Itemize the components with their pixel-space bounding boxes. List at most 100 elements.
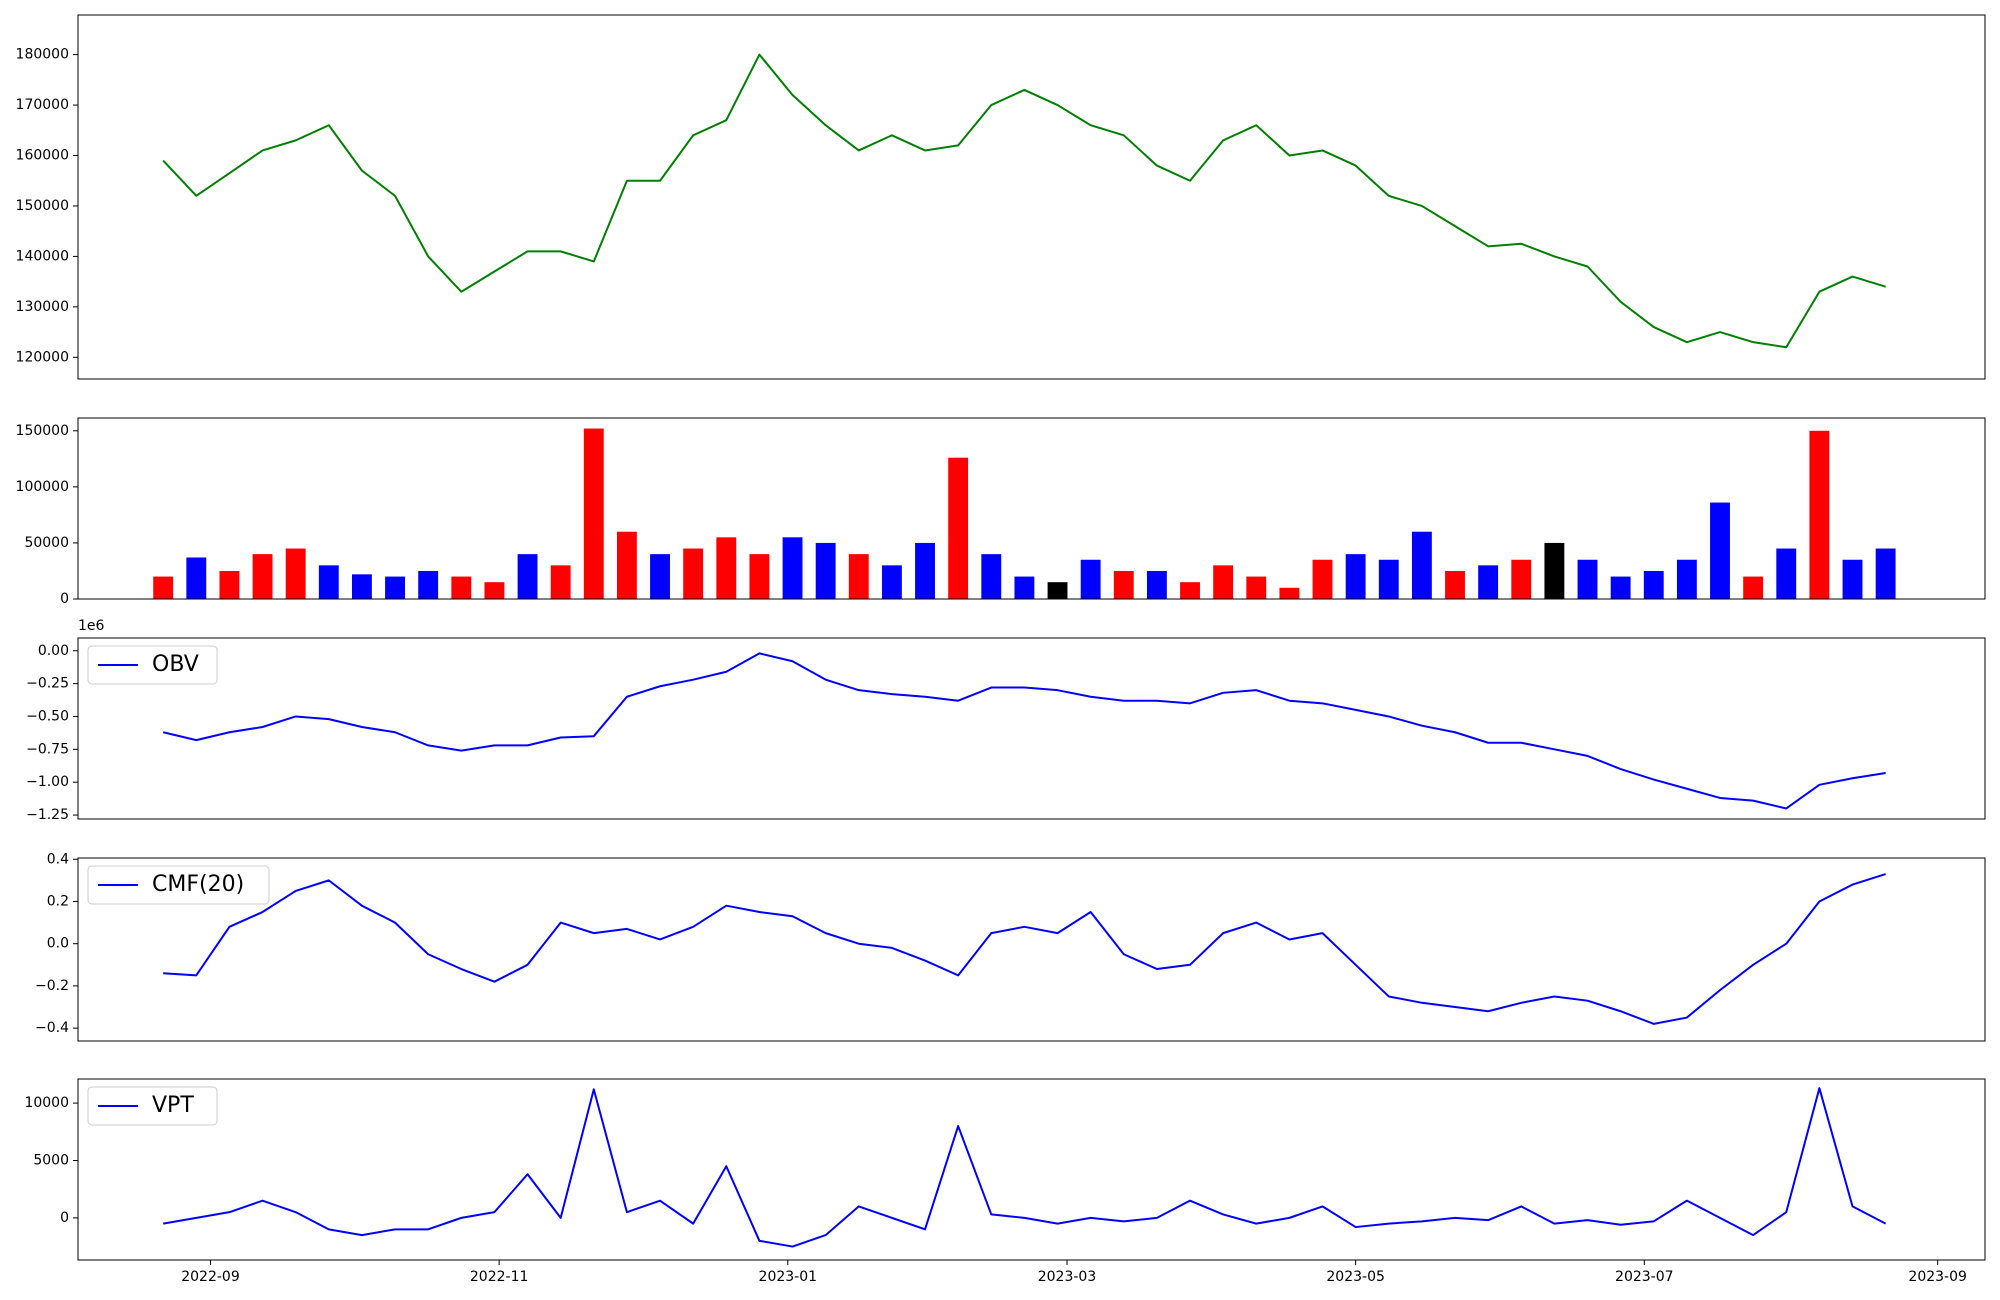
y-tick-label: 140000: [16, 248, 69, 264]
bar: [1544, 542, 1565, 599]
bar: [1743, 576, 1764, 599]
data-line: [163, 873, 1886, 1025]
y-tick-label: 50000: [24, 535, 69, 551]
bar: [981, 554, 1002, 599]
y-tick-label: 160000: [16, 148, 69, 164]
bar: [1643, 570, 1664, 599]
legend: VPT: [87, 1086, 218, 1126]
bar: [1809, 430, 1830, 599]
x-tick-label: 2023-09: [1908, 1269, 1967, 1285]
subplot: −0.4 −0.2 0.0 0.2 0.4 CMF(20): [35, 851, 1986, 1042]
legend: CMF(20): [87, 865, 270, 905]
data-line: [163, 1087, 1887, 1248]
legend-label: CMF(20): [152, 872, 244, 897]
y-tick-label: 0: [60, 591, 69, 607]
bar: [1146, 570, 1167, 599]
bar: [683, 548, 704, 599]
bar: [219, 570, 240, 599]
data-line: [162, 53, 1886, 349]
bar: [153, 576, 174, 599]
bar: [1378, 559, 1399, 599]
bar: [1047, 582, 1068, 599]
y-tick-label: −1.25: [26, 807, 69, 823]
subplot: −1.25 −1.00 −0.75 −0.50 −0.25 0.00 1e6 OBV: [26, 618, 1986, 823]
bar: [1180, 582, 1200, 599]
bar: [451, 576, 472, 599]
bar: [1246, 576, 1267, 599]
bar: [385, 576, 405, 599]
y-tick-label: 130000: [16, 299, 69, 315]
legend-box: [87, 645, 218, 685]
x-tick-label: 2022-09: [181, 1269, 240, 1285]
axes-frame: [77, 637, 1986, 820]
axes-frame: [77, 1078, 1986, 1261]
bar: [782, 537, 803, 599]
bar: [1676, 559, 1697, 599]
bar: [1345, 554, 1366, 599]
bar: [815, 542, 836, 599]
y-tick-label: −0.25: [26, 676, 69, 692]
bar: [550, 565, 571, 599]
bar: [1080, 559, 1101, 599]
bar: [351, 574, 372, 599]
bar: [650, 554, 670, 599]
y-tick-label: 0.00: [38, 643, 69, 659]
x-tick-label: 2023-01: [759, 1269, 818, 1285]
subplot: 120000 130000 140000 150000 160000 170000 1800…: [16, 14, 1986, 380]
bar: [484, 582, 505, 599]
y-tick-label: 120000: [16, 349, 69, 365]
bar: [749, 554, 770, 599]
bar: [1445, 570, 1465, 599]
data-line: [162, 652, 1886, 810]
bar: [1014, 576, 1035, 599]
legend-box: [87, 1086, 218, 1126]
bar: [1511, 559, 1532, 599]
y-tick-label: 0.2: [47, 893, 69, 909]
legend-label: VPT: [152, 1093, 194, 1118]
bar: [1710, 502, 1730, 599]
bar: [1577, 559, 1598, 599]
y-tick-label: 180000: [16, 47, 69, 63]
axes-frame: [77, 417, 1986, 600]
y-tick-label: 10000: [24, 1095, 69, 1111]
y-tick-label: 100000: [16, 479, 69, 495]
bar: [1776, 548, 1797, 599]
bar: [1312, 559, 1333, 599]
bar: [1610, 576, 1631, 599]
x-tick-label: 2023-05: [1326, 1269, 1385, 1285]
y-tick-label: 0: [60, 1210, 69, 1226]
bar: [881, 565, 902, 599]
bar: [1875, 548, 1896, 599]
axes-frame: [77, 857, 1986, 1042]
subplot: 0 5000 10000 2022-09 2022-11 2023-01 2023-03 20…: [24, 1078, 1986, 1285]
y-tick-label: 0.4: [47, 851, 69, 867]
y-tick-label: −0.4: [35, 1020, 69, 1036]
bar: [848, 554, 869, 599]
x-tick-label: 2023-03: [1038, 1269, 1097, 1285]
bar: [1113, 570, 1134, 599]
bar: [948, 457, 969, 599]
bar: [285, 548, 306, 599]
x-tick-label: 2023-07: [1615, 1269, 1674, 1285]
bar: [1279, 587, 1300, 599]
bar: [1842, 559, 1863, 599]
bar: [1411, 531, 1432, 599]
bar: [583, 428, 604, 599]
axes-frame: [77, 14, 1986, 380]
y-tick-label: −0.75: [26, 741, 69, 757]
y-tick-label: −0.50: [26, 708, 69, 724]
subplot: 0 50000 100000 150000: [16, 417, 1986, 607]
bar: [517, 554, 538, 599]
bar: [1478, 565, 1499, 599]
y-tick-label: −1.00: [26, 774, 69, 790]
bar: [616, 531, 637, 599]
bar: [418, 570, 439, 599]
y-tick-label: 170000: [16, 97, 69, 113]
y-tick-label: 0.0: [47, 936, 69, 952]
legend: OBV: [87, 645, 218, 685]
bar: [252, 554, 273, 599]
y-tick-label: 5000: [33, 1152, 69, 1168]
bar: [186, 557, 207, 599]
